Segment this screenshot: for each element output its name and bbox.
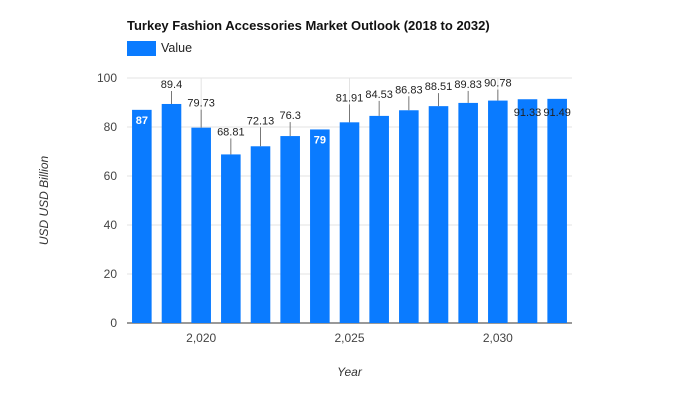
bar bbox=[191, 127, 211, 323]
bar bbox=[250, 146, 271, 323]
data-label: 89.4 bbox=[161, 79, 182, 91]
data-label: 79 bbox=[314, 134, 326, 146]
y-tick-label: 100 bbox=[97, 71, 117, 85]
chart-title: Turkey Fashion Accessories Market Outloo… bbox=[127, 18, 490, 33]
y-tick-label: 20 bbox=[104, 267, 118, 281]
bar bbox=[517, 99, 538, 323]
data-label: 88.51 bbox=[425, 81, 453, 93]
legend: Value bbox=[127, 40, 192, 56]
data-label: 84.53 bbox=[365, 89, 393, 101]
bar bbox=[339, 122, 360, 324]
y-tick-label: 60 bbox=[104, 169, 118, 183]
y-axis-title: USD USD Billion bbox=[37, 155, 51, 245]
data-label: 87 bbox=[136, 115, 148, 127]
bar bbox=[369, 115, 389, 324]
legend-swatch bbox=[127, 40, 156, 56]
y-tick-label: 40 bbox=[104, 218, 118, 232]
bar bbox=[488, 100, 508, 324]
x-tick-label: 2,020 bbox=[186, 331, 216, 345]
legend-label: Value bbox=[161, 41, 193, 55]
bar bbox=[161, 103, 182, 323]
data-label: 91.49 bbox=[543, 107, 571, 119]
bar bbox=[132, 109, 152, 323]
data-label: 72.13 bbox=[247, 115, 275, 127]
data-label: 79.73 bbox=[187, 98, 215, 110]
data-label: 81.91 bbox=[336, 92, 364, 104]
data-label: 90.78 bbox=[484, 78, 512, 90]
bar bbox=[310, 129, 330, 323]
x-tick-label: 2,025 bbox=[334, 331, 364, 345]
y-tick-label: 0 bbox=[110, 316, 117, 330]
bar bbox=[428, 106, 449, 323]
data-label: 68.81 bbox=[217, 126, 245, 138]
bar bbox=[547, 98, 567, 323]
y-tick-label: 80 bbox=[104, 120, 118, 134]
data-label: 89.83 bbox=[454, 79, 482, 91]
data-label: 86.83 bbox=[395, 84, 423, 96]
data-label: 76.3 bbox=[279, 110, 300, 122]
bar bbox=[458, 102, 478, 323]
bar bbox=[221, 154, 241, 323]
x-tick-label: 2,030 bbox=[483, 331, 513, 345]
x-axis-title: Year bbox=[337, 365, 363, 379]
bar bbox=[399, 110, 419, 323]
data-label: 91.33 bbox=[514, 107, 542, 119]
bar bbox=[280, 136, 300, 323]
